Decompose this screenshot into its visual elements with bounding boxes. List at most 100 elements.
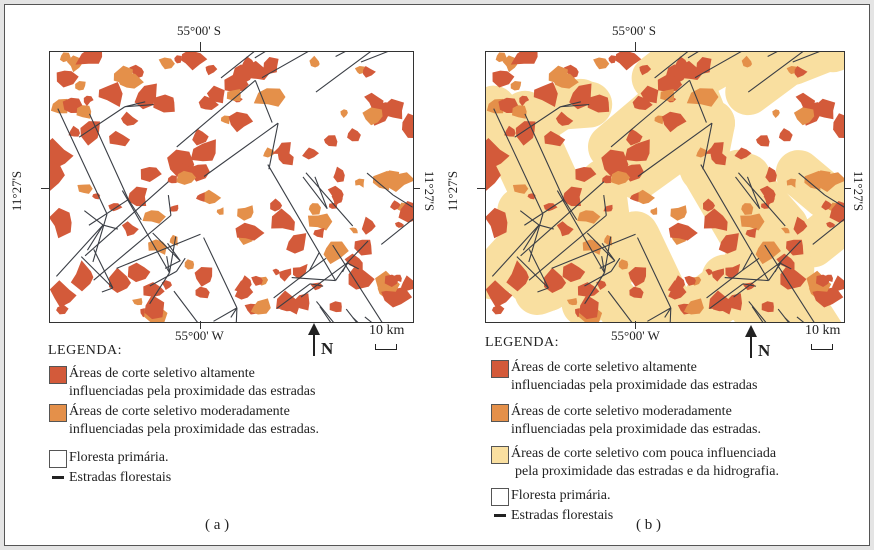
forest-road	[314, 176, 328, 209]
forest-road	[121, 190, 170, 273]
high-influence-patch	[671, 275, 685, 296]
moderate-influence-patch	[755, 241, 781, 265]
forest-road	[560, 101, 581, 108]
scale-bar-line	[375, 344, 397, 350]
figure-frame: 55°00' S 11°27'S 11°27'S 55°00' W N 10 k…	[4, 4, 870, 546]
forest-road	[220, 52, 255, 79]
high-influence-patch	[174, 55, 182, 64]
moderate-influence-patch	[362, 107, 383, 126]
legend-text: influenciadas pela proximidade das estra…	[69, 384, 316, 399]
high-influence-patch	[816, 274, 830, 287]
forest-road	[291, 277, 336, 282]
forest-road	[352, 317, 359, 322]
moderate-influence-patch	[793, 107, 815, 126]
high-influence-patch	[238, 275, 252, 296]
high-influence-patch	[177, 156, 189, 167]
left-tick	[477, 188, 485, 189]
high-influence-patch	[780, 264, 807, 290]
moderate-influence-patch	[636, 189, 655, 205]
high-swatch	[491, 360, 509, 378]
forest-road	[102, 224, 118, 230]
forest-road	[364, 316, 373, 322]
high-influence-patch	[624, 139, 650, 162]
high-influence-patch	[718, 233, 739, 254]
forest-road	[563, 199, 578, 221]
moderate-influence-patch	[202, 189, 222, 205]
moderate-influence-patch	[349, 227, 358, 234]
high-influence-patch	[313, 227, 325, 238]
legend-text: Estradas florestais	[69, 470, 172, 485]
low-swatch	[491, 446, 509, 464]
bottom-coordinate-label: 55°00' W	[611, 328, 660, 343]
forest-road	[584, 272, 605, 305]
forest-road	[88, 113, 129, 200]
forest-road	[528, 213, 544, 263]
forest-road	[254, 52, 266, 59]
moderate-influence-patch	[132, 298, 143, 306]
high-influence-patch	[198, 95, 219, 110]
moderate-influence-patch	[372, 170, 390, 190]
moderate-influence-patch	[566, 298, 578, 306]
high-influence-patch	[50, 160, 65, 191]
moderate-influence-patch	[76, 105, 92, 119]
high-influence-patch	[323, 135, 338, 147]
high-influence-patch	[486, 280, 513, 308]
high-influence-patch	[384, 274, 399, 287]
legend-title: LEGENDA:	[485, 335, 559, 350]
moderate-influence-patch	[786, 178, 796, 188]
moderate-influence-patch	[741, 55, 752, 68]
forest-road	[88, 199, 129, 226]
forest-road	[302, 176, 328, 210]
moderate-influence-patch	[340, 109, 348, 118]
map-b	[485, 51, 845, 323]
moderate-influence-patch	[237, 205, 254, 221]
left-coordinate-label: 11°27'S	[9, 170, 25, 212]
high-influence-patch	[601, 149, 629, 177]
high-influence-patch	[292, 263, 308, 280]
north-arrow-icon	[308, 323, 320, 356]
forest-road	[309, 252, 320, 271]
forest-road	[522, 224, 540, 251]
forest-road	[309, 283, 324, 287]
forest-road	[93, 214, 172, 281]
forest-road	[319, 306, 332, 322]
moderate-influence-patch	[502, 55, 518, 73]
moderate-influence-patch	[660, 89, 675, 102]
high-influence-patch	[486, 138, 510, 170]
forest-road	[167, 242, 181, 262]
high-influence-patch	[190, 52, 200, 60]
high-influence-patch	[56, 305, 69, 315]
moderate-influence-patch	[593, 57, 610, 70]
forest-road	[335, 262, 349, 281]
map-a-svg	[50, 52, 413, 322]
high-influence-patch	[127, 262, 151, 283]
forest-road	[346, 262, 359, 270]
top-coordinate-label: 55°00' S	[612, 23, 657, 38]
forest-road	[538, 224, 554, 230]
forest-road	[305, 172, 354, 227]
moderate-influence-patch	[510, 81, 522, 91]
legend-text: influenciadas pela proximidade das estra…	[511, 378, 758, 393]
high-influence-patch	[153, 94, 175, 113]
high-influence-patch	[778, 128, 793, 142]
high-influence-patch	[161, 280, 172, 290]
high-influence-patch	[563, 64, 579, 79]
forest-road	[315, 52, 371, 93]
forest-road	[345, 308, 358, 322]
high-influence-patch	[761, 202, 770, 209]
high-influence-patch	[657, 74, 683, 92]
high-influence-patch	[144, 294, 165, 320]
north-label: N	[321, 339, 334, 358]
forest-road	[86, 224, 104, 251]
forest-road	[798, 172, 826, 196]
high-influence-patch	[776, 253, 795, 270]
high-influence-patch	[194, 267, 213, 287]
moderate-influence-patch	[610, 170, 631, 185]
high-influence-patch	[795, 92, 816, 110]
high-influence-patch	[205, 64, 218, 76]
high-influence-patch	[363, 66, 376, 78]
moderate-influence-patch	[696, 147, 708, 158]
high-influence-patch	[629, 286, 644, 299]
high-influence-patch	[129, 64, 144, 79]
high-influence-patch	[251, 275, 263, 286]
